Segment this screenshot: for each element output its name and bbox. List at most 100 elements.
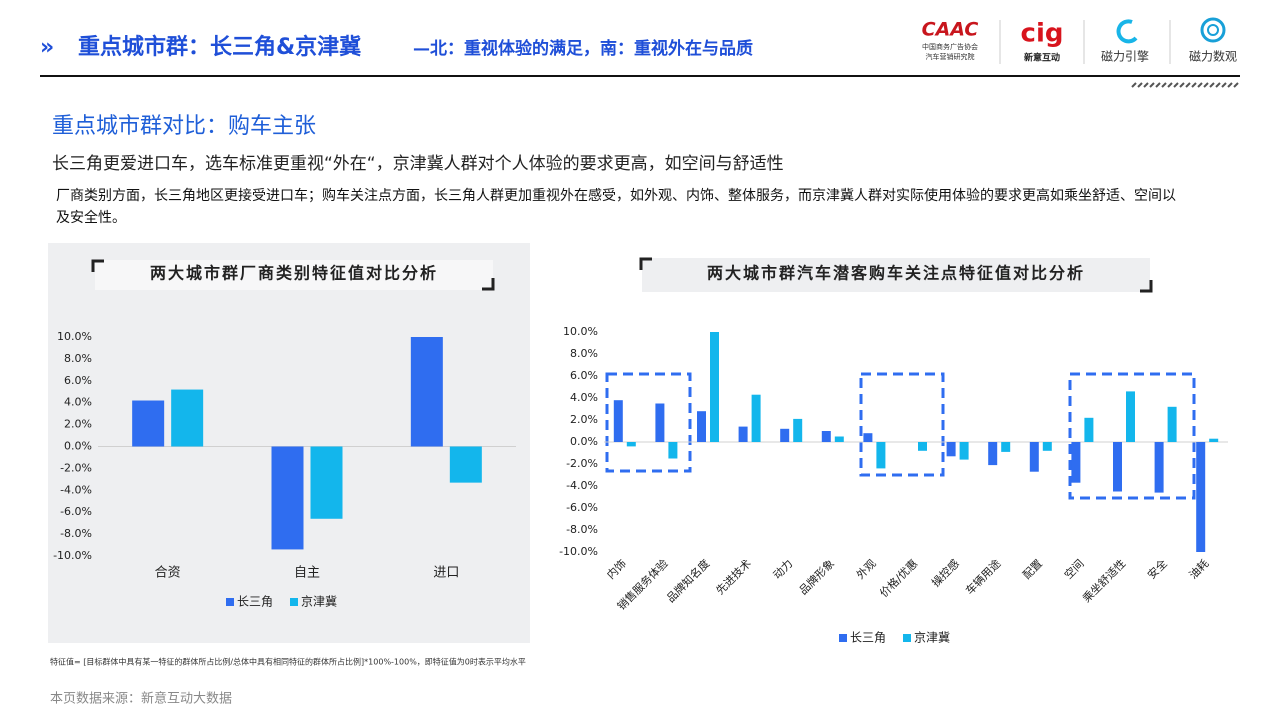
lead: 长三角更爱进口车，选车标准更重视“外在“，京津冀人群对个人体验的要求更高，如空间…: [52, 154, 784, 174]
x-tick-label: 外观: [854, 557, 879, 582]
logo-caac: CAAC: [922, 19, 979, 41]
highlight-box: [605, 372, 1196, 500]
header-title-suffix: —北：重视体验的满足，南：重视外在与品质: [413, 38, 753, 59]
legend-label: 长三角: [237, 595, 273, 609]
legend-swatch: [226, 598, 234, 606]
bar: [1042, 442, 1052, 451]
x-tick-label: 油耗: [1186, 556, 1211, 581]
legend-label: 京津冀: [301, 595, 337, 609]
bar: [697, 411, 706, 442]
bracket: [91, 259, 104, 272]
x-tick-label: 动力: [771, 557, 796, 582]
logo-caac-sub: 汽车营销研究院: [926, 52, 975, 61]
chart-panel: [48, 243, 530, 643]
x-tick-label: 乘坐舒适性: [1079, 556, 1128, 605]
bar: [780, 428, 790, 442]
logo-cig: cig: [1021, 19, 1064, 49]
section-title: 重点城市群对比：购车主张: [52, 114, 317, 139]
y-tick-label: 8.0%: [570, 347, 598, 360]
y-tick-label: 10.0%: [57, 330, 92, 343]
y-tick-label: 4.0%: [570, 391, 598, 404]
y-tick-label: -2.0%: [60, 461, 92, 474]
logo-text: 磁力引擎: [1101, 49, 1149, 64]
header-arrows: »: [40, 35, 54, 60]
y-tick-label: -4.0%: [566, 479, 598, 492]
y-tick-label: -10.0%: [53, 549, 92, 562]
y-tick-label: 10.0%: [563, 325, 598, 338]
hatch: [1131, 82, 1239, 88]
bracket: [639, 257, 652, 270]
bar: [1154, 442, 1164, 493]
x-tick-label: 安全: [1144, 556, 1169, 581]
y-tick-label: -6.0%: [60, 505, 92, 518]
y-tick-label: -8.0%: [566, 523, 598, 536]
bar: [821, 431, 831, 442]
y-tick-label: 8.0%: [64, 352, 92, 365]
bar: [1167, 406, 1177, 442]
bar: [834, 436, 844, 442]
bar: [793, 418, 803, 442]
logo-icon: [1200, 17, 1226, 43]
bar: [449, 446, 482, 483]
source: 本页数据来源：新意互动大数据: [50, 691, 232, 707]
x-tick-label: 品牌形象: [796, 556, 837, 597]
bar: [655, 403, 665, 442]
y-tick-label: 0.0%: [64, 440, 92, 453]
y-tick-label: 4.0%: [64, 396, 92, 409]
y-tick-label: 2.0%: [570, 413, 598, 426]
bar: [410, 337, 443, 447]
x-tick-label: 先进技术: [714, 557, 754, 597]
x-tick-label: 合资: [155, 566, 181, 581]
x-tick-label: 进口: [433, 566, 459, 581]
body-text: 厂商类别方面，长三角地区更接受进口车；购车关注点方面，长三角人群更加重视外在感受…: [56, 188, 1176, 226]
bar: [171, 389, 204, 447]
x-tick-label: 配置: [1020, 557, 1045, 582]
legend-label: 京津冀: [914, 631, 950, 645]
y-tick-label: -10.0%: [559, 545, 598, 558]
bar: [1196, 442, 1206, 552]
bar: [1001, 442, 1011, 452]
bar: [271, 446, 304, 550]
footnote: 特征值= [目标群体中具有某一特征的群体所占比例/总体中具有相同特征的群体所占比…: [50, 657, 526, 667]
logo-cig-sub: 新意互动: [1024, 52, 1060, 64]
chart-title: 两大城市群厂商类别特征值对比分析: [150, 264, 438, 283]
bar: [132, 400, 165, 447]
bar: [613, 400, 623, 442]
x-tick-label: 自主: [294, 566, 320, 581]
y-tick-label: -2.0%: [566, 457, 598, 470]
bar: [1209, 438, 1219, 442]
bar: [751, 394, 761, 442]
bar: [1071, 442, 1081, 483]
header-title: 重点城市群：长三角&京津冀: [78, 34, 361, 60]
bar: [863, 433, 873, 442]
x-tick-label: 内饰: [604, 556, 629, 581]
bar: [1113, 442, 1122, 492]
bar: [710, 332, 719, 442]
legend-swatch: [290, 598, 298, 606]
x-tick-label: 品牌知名度: [663, 556, 712, 605]
bar: [1084, 417, 1094, 442]
logo-caac-sub: 中国商务广告协会: [922, 42, 978, 51]
bar: [668, 442, 678, 459]
bracket: [1140, 280, 1153, 293]
bar: [876, 442, 886, 469]
x-tick-label: 空间: [1061, 556, 1086, 581]
chart-title-box: [642, 258, 1150, 292]
bar: [918, 442, 927, 451]
y-tick-label: -8.0%: [60, 527, 92, 540]
bar: [988, 442, 998, 466]
bar: [1029, 442, 1039, 472]
bar: [310, 446, 343, 519]
legend-swatch: [903, 634, 911, 642]
bracket: [482, 278, 495, 291]
logo-icon: [1207, 24, 1219, 36]
y-tick-label: -4.0%: [60, 483, 92, 496]
bar: [1126, 391, 1135, 442]
y-tick-label: 2.0%: [64, 418, 92, 431]
y-tick-label: 6.0%: [570, 369, 598, 382]
x-tick-label: 操控感: [929, 556, 962, 589]
x-tick-label: 价格/优惠: [877, 556, 921, 600]
y-tick-label: 6.0%: [64, 374, 92, 387]
